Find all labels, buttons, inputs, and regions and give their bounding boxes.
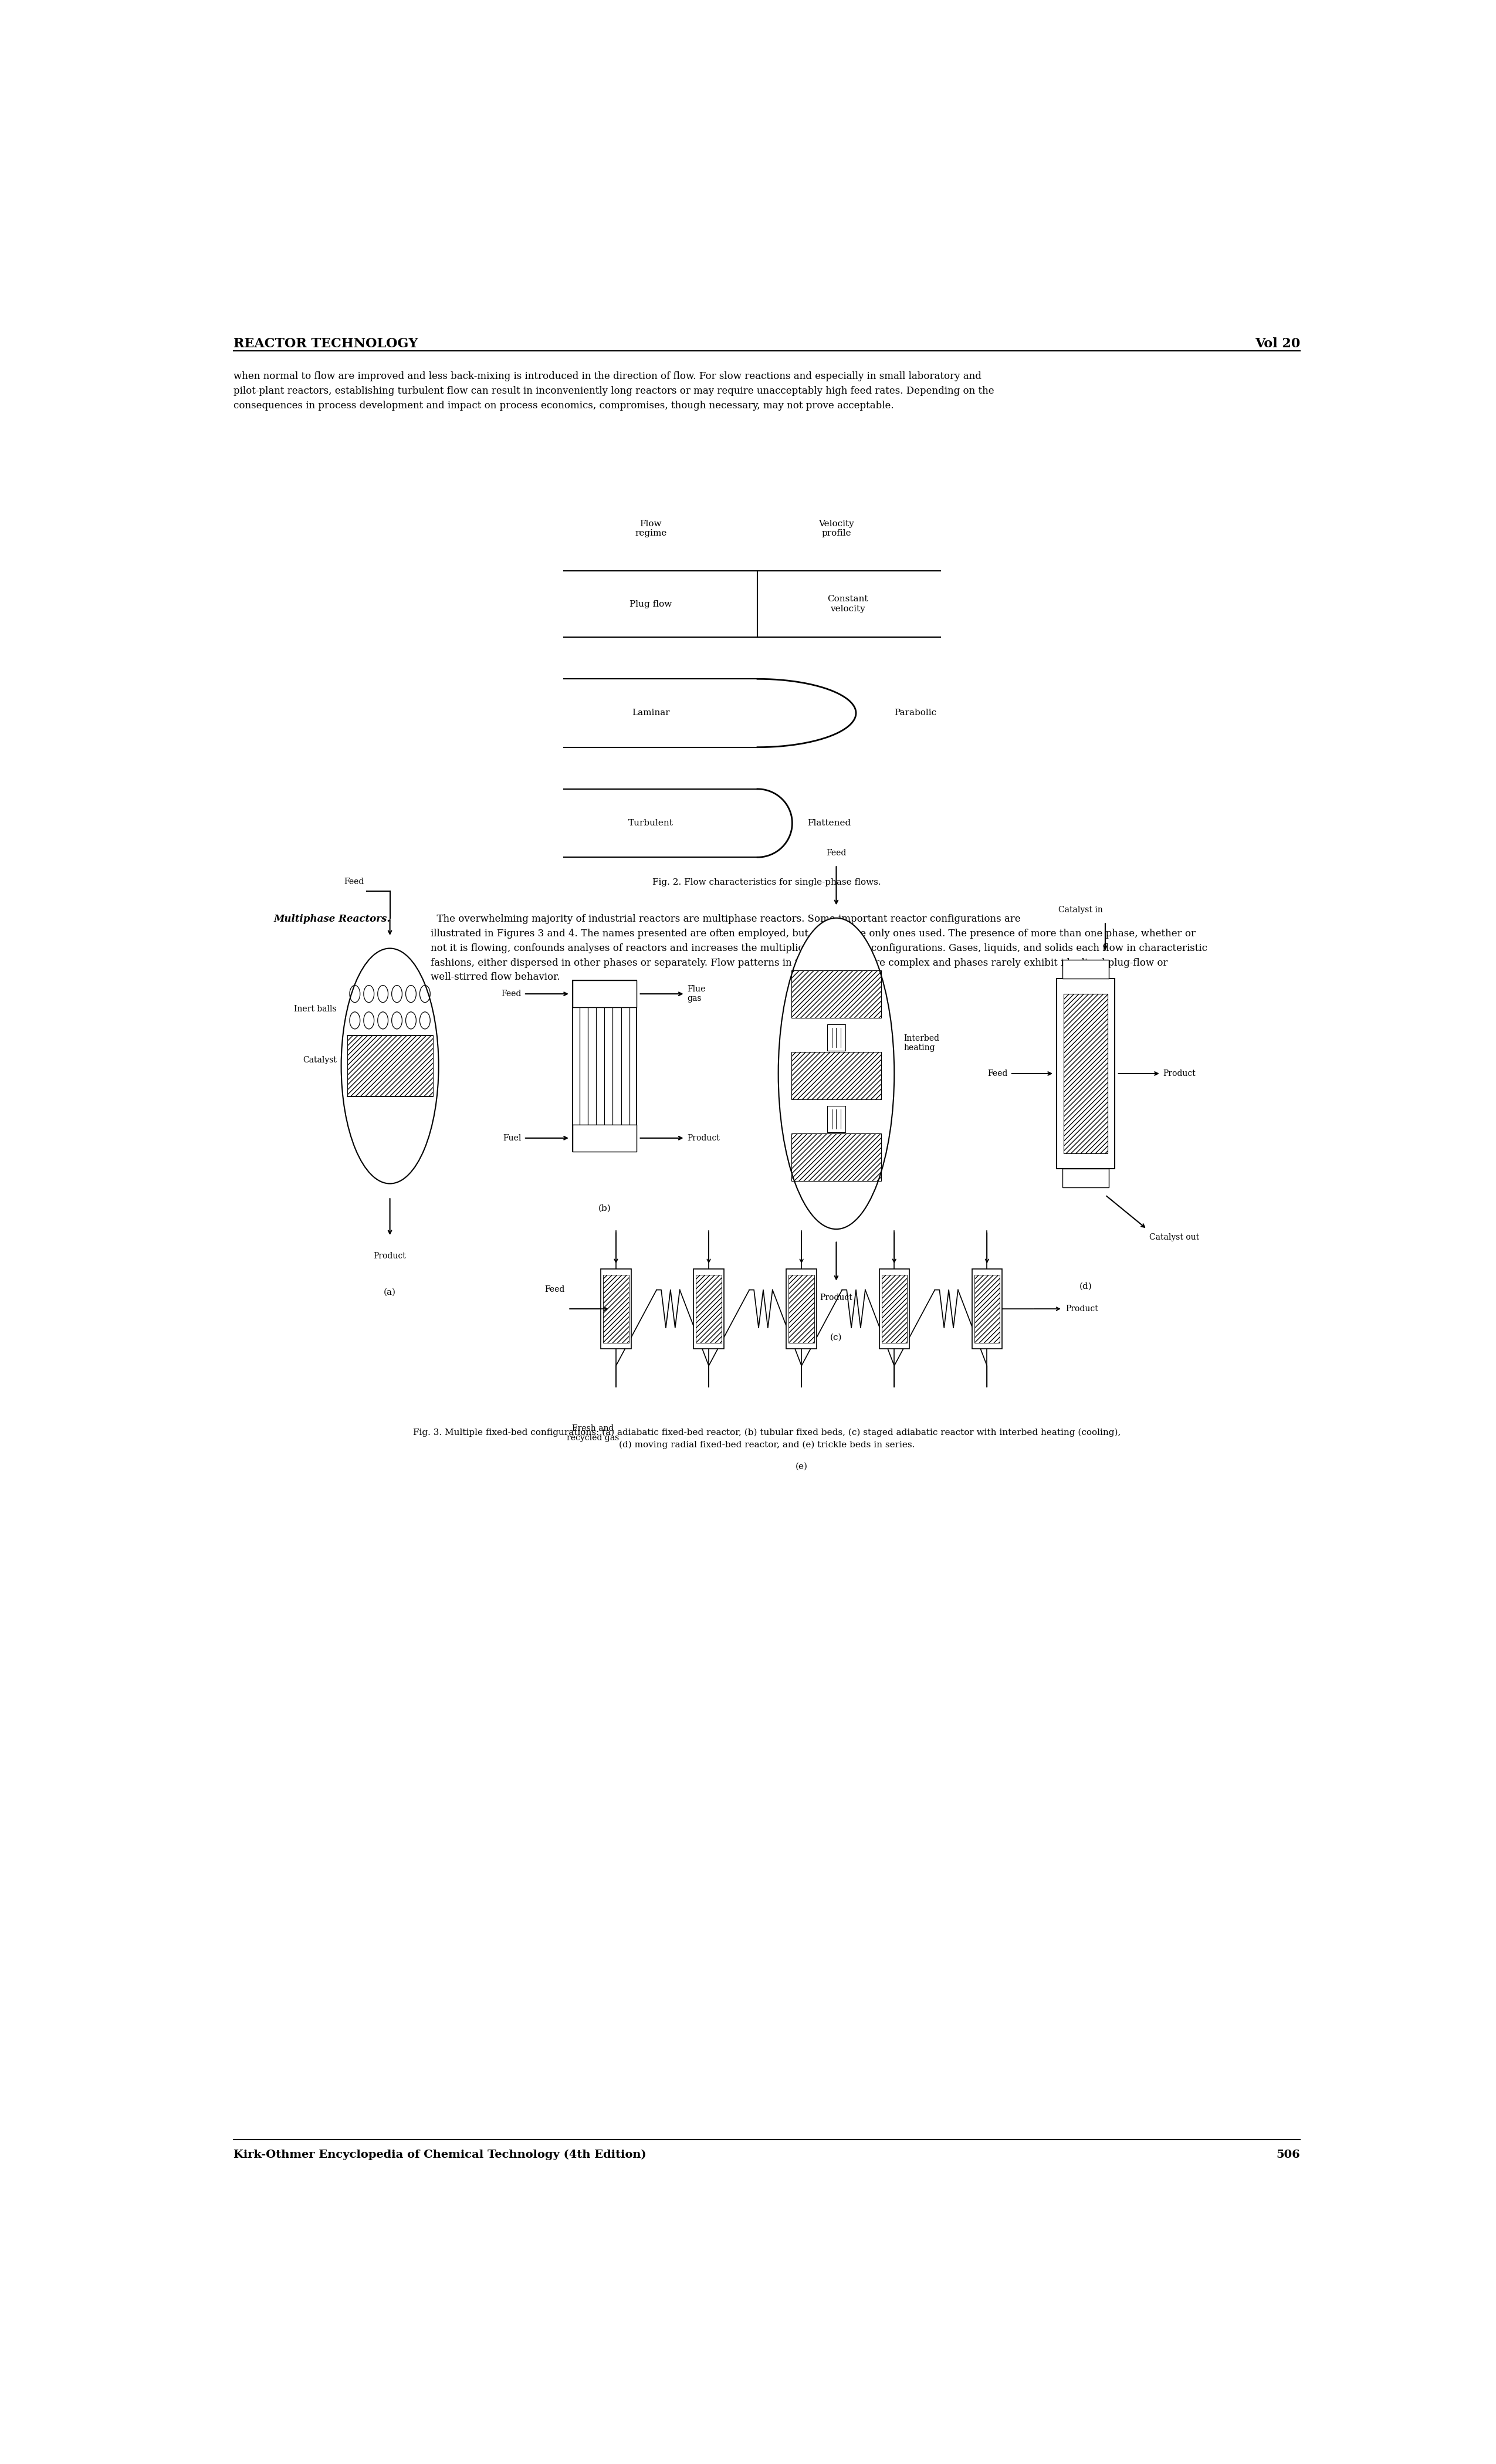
Bar — [791, 1133, 881, 1180]
Bar — [694, 1269, 724, 1348]
Text: Turbulent: Turbulent — [628, 818, 673, 828]
Bar — [974, 1274, 999, 1343]
Text: Catalyst out: Catalyst out — [1149, 1232, 1200, 1242]
Text: Feed: Feed — [545, 1286, 565, 1294]
Bar — [696, 1274, 721, 1343]
Text: Multiphase Reactors.: Multiphase Reactors. — [274, 914, 390, 924]
Text: Product: Product — [820, 1294, 853, 1301]
Bar — [1062, 958, 1109, 978]
Ellipse shape — [778, 919, 895, 1230]
Text: Feed: Feed — [344, 877, 365, 885]
Bar — [788, 1274, 814, 1343]
Bar — [1056, 978, 1115, 1168]
Bar — [1064, 993, 1107, 1153]
Bar — [787, 1269, 817, 1348]
Text: Fig. 3. Multiple fixed-bed configurations: (a) adiabatic fixed-bed reactor, (b) : Fig. 3. Multiple fixed-bed configuration… — [413, 1429, 1121, 1449]
Text: Laminar: Laminar — [631, 710, 670, 717]
Text: Product: Product — [374, 1252, 407, 1259]
Text: Product: Product — [1065, 1306, 1098, 1313]
Bar — [1062, 1168, 1109, 1188]
Bar — [573, 1124, 636, 1151]
Bar — [601, 1269, 631, 1348]
Bar — [972, 1269, 1002, 1348]
Text: (d): (d) — [1079, 1281, 1092, 1291]
Text: Velocity
profile: Velocity profile — [818, 520, 854, 537]
Text: Kirk-Othmer Encyclopedia of Chemical Technology (4th Edition): Kirk-Othmer Encyclopedia of Chemical Tec… — [233, 2149, 646, 2161]
Text: Vol 20: Vol 20 — [1255, 338, 1300, 350]
Text: Product: Product — [687, 1133, 720, 1143]
Text: 506: 506 — [1276, 2149, 1300, 2161]
Text: Feed: Feed — [501, 991, 522, 998]
Bar — [827, 1106, 845, 1133]
Text: when normal to flow are improved and less back-mixing is introduced in the direc: when normal to flow are improved and les… — [233, 372, 993, 411]
Text: (a): (a) — [384, 1289, 396, 1296]
Bar — [573, 981, 636, 1008]
Text: Catalyst in: Catalyst in — [1059, 907, 1103, 914]
Bar — [880, 1269, 910, 1348]
Bar — [791, 971, 881, 1018]
Bar — [603, 1274, 628, 1343]
Text: Interbed
heating: Interbed heating — [904, 1035, 939, 1052]
Text: Fuel: Fuel — [503, 1133, 522, 1143]
Text: Constant
velocity: Constant velocity — [827, 596, 868, 614]
Bar — [347, 1035, 432, 1096]
Text: The overwhelming majority of industrial reactors are multiphase reactors. Some i: The overwhelming majority of industrial … — [431, 914, 1207, 983]
Ellipse shape — [341, 949, 438, 1183]
Text: Flattened: Flattened — [808, 818, 851, 828]
Text: Fresh and
recycled gas: Fresh and recycled gas — [567, 1424, 619, 1441]
Bar — [881, 1274, 907, 1343]
Text: (e): (e) — [796, 1464, 808, 1471]
Text: Inert balls: Inert balls — [293, 1005, 337, 1013]
Text: REACTOR TECHNOLOGY: REACTOR TECHNOLOGY — [233, 338, 417, 350]
Text: Feed: Feed — [826, 850, 847, 857]
Text: Flue
gas: Flue gas — [687, 986, 706, 1003]
Text: (c): (c) — [830, 1333, 842, 1343]
Text: Plug flow: Plug flow — [630, 599, 672, 609]
Text: Flow
regime: Flow regime — [634, 520, 667, 537]
Text: Parabolic: Parabolic — [895, 710, 936, 717]
Text: Fig. 2. Flow characteristics for single-phase flows.: Fig. 2. Flow characteristics for single-… — [652, 877, 881, 887]
Bar — [791, 1052, 881, 1099]
Text: Feed: Feed — [987, 1069, 1008, 1077]
Bar — [827, 1025, 845, 1050]
Text: (b): (b) — [598, 1205, 610, 1212]
Text: Product: Product — [1164, 1069, 1195, 1077]
Bar — [573, 981, 636, 1151]
Text: Catalyst: Catalyst — [302, 1057, 337, 1064]
